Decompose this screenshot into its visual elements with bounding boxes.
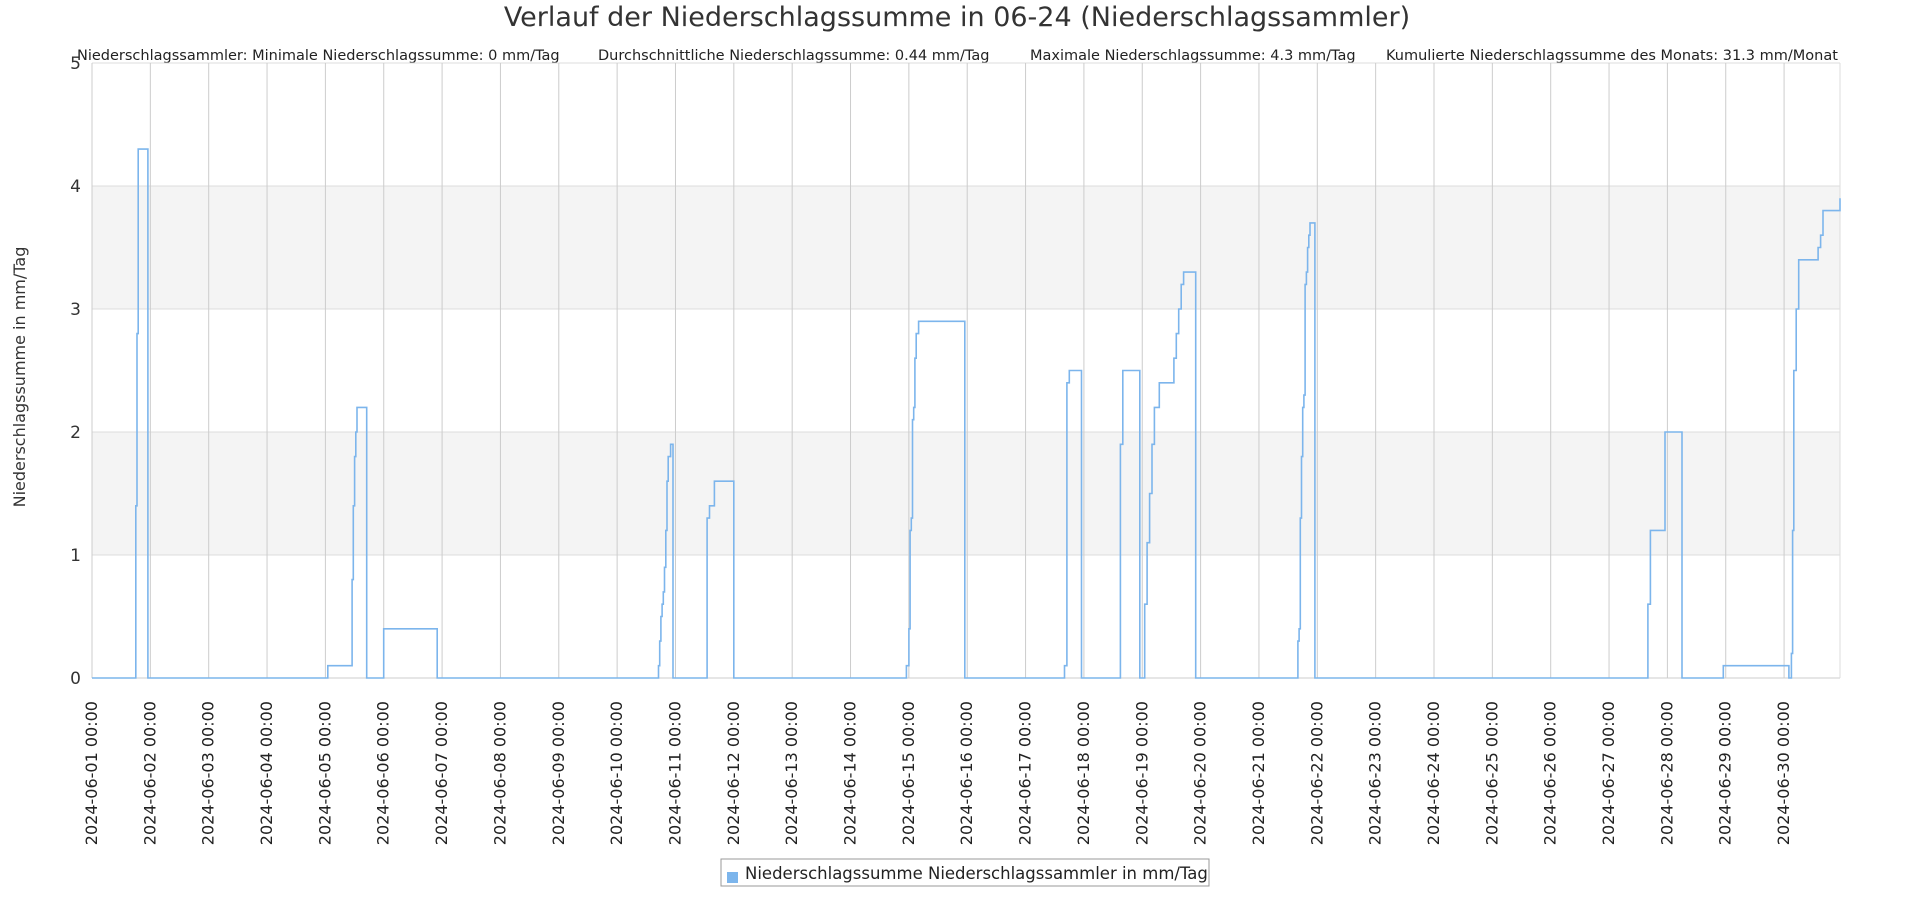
x-tick-label: 2024-06-17 00:00 [1016,701,1035,845]
x-tick-label: 2024-06-30 00:00 [1774,701,1793,845]
x-tick-label: 2024-06-12 00:00 [724,701,743,845]
stat-cumulative: Kumulierte Niederschlagssumme des Monats… [1386,48,1838,64]
x-tick-label: 2024-06-09 00:00 [549,701,568,845]
horizontal-grid [92,62,1841,679]
y-tick-label: 5 [70,54,81,74]
stat-min: Niederschlagssammler: Minimale Niedersch… [77,48,560,64]
vertical-grid [91,63,1785,678]
x-tick-label: 2024-06-01 00:00 [82,701,101,845]
series-layer [92,148,1841,679]
y-tick-label: 2 [70,423,81,443]
chart-title: Verlauf der Niederschlagssumme in 06-24 … [504,2,1410,33]
x-tick-label: 2024-06-14 00:00 [841,701,860,845]
x-tick-label: 2024-06-24 00:00 [1424,701,1443,845]
y-tick-label: 0 [70,669,81,689]
x-tick-label: 2024-06-20 00:00 [1191,701,1210,845]
x-tick-label: 2024-06-07 00:00 [432,701,451,845]
x-tick-label: 2024-06-27 00:00 [1599,701,1618,845]
y-tick-label: 3 [70,300,81,320]
x-tick-label: 2024-06-28 00:00 [1657,701,1676,845]
legend[interactable]: Niederschlagssumme Niederschlagssammler … [720,858,1210,887]
x-tick-label: 2024-06-08 00:00 [490,701,509,845]
legend-box [720,858,1210,887]
x-tick-label: 2024-06-18 00:00 [1074,701,1093,845]
x-tick-label: 2024-06-15 00:00 [899,701,918,845]
x-tick-label: 2024-06-02 00:00 [140,701,159,845]
x-tick-label: 2024-06-23 00:00 [1366,701,1385,845]
x-tick-label: 2024-06-10 00:00 [607,701,626,845]
y-axis-label: Niederschlagssumme in mm/Tag [10,247,29,508]
x-tick-label: 2024-06-25 00:00 [1482,701,1501,845]
series-line [92,148,1841,679]
plot-band [92,186,1840,309]
x-tick-label: 2024-06-21 00:00 [1249,701,1268,845]
x-tick-label: 2024-06-26 00:00 [1541,701,1560,845]
legend-item-label[interactable]: Niederschlagssumme Niederschlagssammler … [745,864,1208,883]
y-axis-ticks: 0 1 2 3 4 5 [70,54,81,689]
y-tick-label: 4 [70,177,81,197]
x-tick-label: 2024-06-03 00:00 [199,701,218,845]
y-tick-label: 1 [70,546,81,566]
x-tick-label: 2024-06-11 00:00 [665,701,684,845]
stat-max: Maximale Niederschlagssumme: 4.3 mm/Tag [1030,48,1356,64]
x-tick-label: 2024-06-04 00:00 [257,701,276,845]
x-tick-label: 2024-06-22 00:00 [1307,701,1326,845]
x-tick-label: 2024-06-13 00:00 [782,701,801,845]
x-tick-label: 2024-06-06 00:00 [374,701,393,845]
x-tick-label: 2024-06-05 00:00 [315,701,334,845]
x-axis-ticks: 2024-06-01 00:00 2024-06-02 00:00 2024-06-… [82,701,1793,845]
x-tick-label: 2024-06-19 00:00 [1132,701,1151,845]
stat-avg: Durchschnittliche Niederschlagssumme: 0.… [598,48,989,64]
legend-symbol [727,872,738,883]
x-tick-label: 2024-06-29 00:00 [1716,701,1735,845]
x-tick-label: 2024-06-16 00:00 [957,701,976,845]
